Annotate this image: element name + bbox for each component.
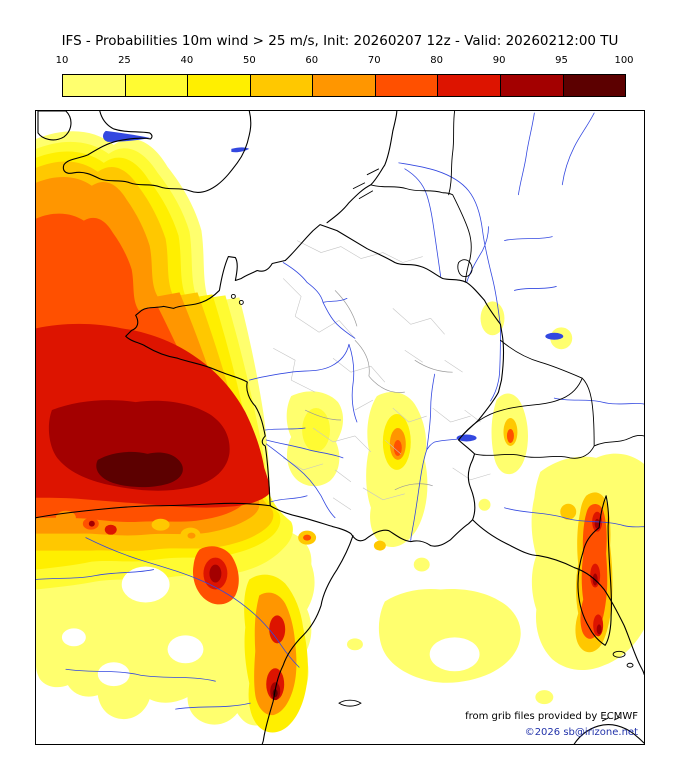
prob-hole bbox=[61, 628, 86, 647]
benelux-coastline bbox=[326, 111, 398, 224]
colorbar-tick-label: 60 bbox=[305, 55, 319, 66]
prob-spot bbox=[303, 534, 312, 541]
spain-north-coastline bbox=[36, 502, 271, 519]
benelux-germany-borders bbox=[370, 111, 472, 282]
prob-region-atlantic-l8 bbox=[48, 400, 230, 491]
department-lines bbox=[273, 240, 491, 510]
prob-hole bbox=[167, 635, 204, 664]
colorbar-tick-label: 70 bbox=[367, 55, 381, 66]
colorbar-tick-label: 10 bbox=[55, 55, 69, 66]
prob-spot bbox=[346, 638, 363, 651]
colorbar-segment bbox=[63, 75, 126, 96]
rivers bbox=[36, 112, 644, 710]
prob-spot bbox=[104, 524, 117, 535]
prob-hole bbox=[97, 662, 130, 687]
colorbar-tick-label: 80 bbox=[430, 55, 444, 66]
channel-island bbox=[238, 299, 244, 305]
prob-region-gulf bbox=[378, 588, 521, 683]
menorca-island bbox=[338, 699, 362, 707]
map-frame: from grib files provided by ECMWF ©2026 … bbox=[35, 110, 645, 745]
elba-island bbox=[612, 650, 626, 658]
attribution-text: from grib files provided by ECMWF bbox=[465, 711, 638, 722]
england-coastline bbox=[62, 111, 252, 193]
prob-spot bbox=[413, 557, 430, 572]
prob-hole bbox=[121, 566, 170, 603]
prob-spot bbox=[393, 439, 402, 456]
prob-region-streak-b-inner bbox=[254, 592, 297, 716]
sardinia-coastline bbox=[573, 724, 644, 744]
probability-fill-layers bbox=[36, 131, 644, 733]
colorbar bbox=[62, 74, 626, 97]
corsica-outline bbox=[577, 495, 613, 646]
prob-spot bbox=[535, 690, 554, 705]
severn-estuary bbox=[102, 130, 150, 142]
prob-spot bbox=[212, 533, 229, 546]
colorbar-tick-label: 90 bbox=[492, 55, 506, 66]
colorbar-segment bbox=[500, 75, 564, 96]
channel-island bbox=[230, 293, 236, 299]
colorbar-tick-label: 50 bbox=[242, 55, 256, 66]
rivers-path bbox=[36, 112, 644, 710]
colorbar-tick-label: 95 bbox=[555, 55, 568, 66]
region-lines bbox=[304, 290, 453, 491]
small-island bbox=[626, 662, 634, 668]
map-title: IFS - Probabilities 10m wind > 25 m/s, I… bbox=[61, 33, 619, 49]
ireland-coastline bbox=[37, 111, 72, 141]
italy-coastline bbox=[472, 519, 644, 675]
prob-spot bbox=[151, 518, 170, 531]
copyright-text: ©2026 sb@irizone.net bbox=[524, 727, 638, 738]
prob-spot bbox=[594, 518, 600, 529]
colorbar-tick-label: 40 bbox=[180, 55, 194, 66]
colorbar-segment bbox=[188, 75, 251, 96]
prob-spot bbox=[209, 564, 222, 583]
map-svg bbox=[36, 111, 644, 744]
colorbar-segment bbox=[375, 75, 439, 96]
department-boundaries bbox=[273, 240, 491, 510]
prob-spot bbox=[560, 503, 577, 520]
colorbar-segment bbox=[125, 75, 189, 96]
prob-spot bbox=[269, 615, 286, 644]
maddalena-islets bbox=[601, 716, 621, 722]
zeeland-islands bbox=[352, 168, 380, 200]
spain-med-coastline bbox=[261, 535, 354, 744]
alpine-borders bbox=[458, 339, 644, 459]
colorbar-tick-label: 100 bbox=[614, 55, 634, 66]
colorbar-segment bbox=[563, 75, 626, 96]
prob-spot bbox=[373, 540, 386, 551]
prob-spot bbox=[506, 428, 514, 443]
colorbar-ticks: 10 25 40 50 60 70 80 90 95 100 bbox=[56, 55, 634, 69]
prob-spot bbox=[187, 532, 196, 539]
prob-region-atlantic-l9 bbox=[96, 451, 183, 488]
prob-spot bbox=[480, 301, 505, 336]
france-coastline bbox=[125, 224, 505, 547]
colorbar-tick-label: 25 bbox=[118, 55, 131, 66]
colorbar-segment bbox=[313, 75, 376, 96]
prob-spot bbox=[478, 498, 491, 511]
prob-spot bbox=[596, 624, 602, 635]
coastlines-and-borders bbox=[36, 111, 644, 744]
lake-constance bbox=[545, 332, 564, 340]
prob-spot bbox=[88, 520, 95, 527]
colorbar-segment bbox=[438, 75, 501, 96]
prob-hole bbox=[429, 637, 480, 672]
colorbar-segment bbox=[250, 75, 314, 96]
luxembourg-border bbox=[457, 259, 473, 277]
